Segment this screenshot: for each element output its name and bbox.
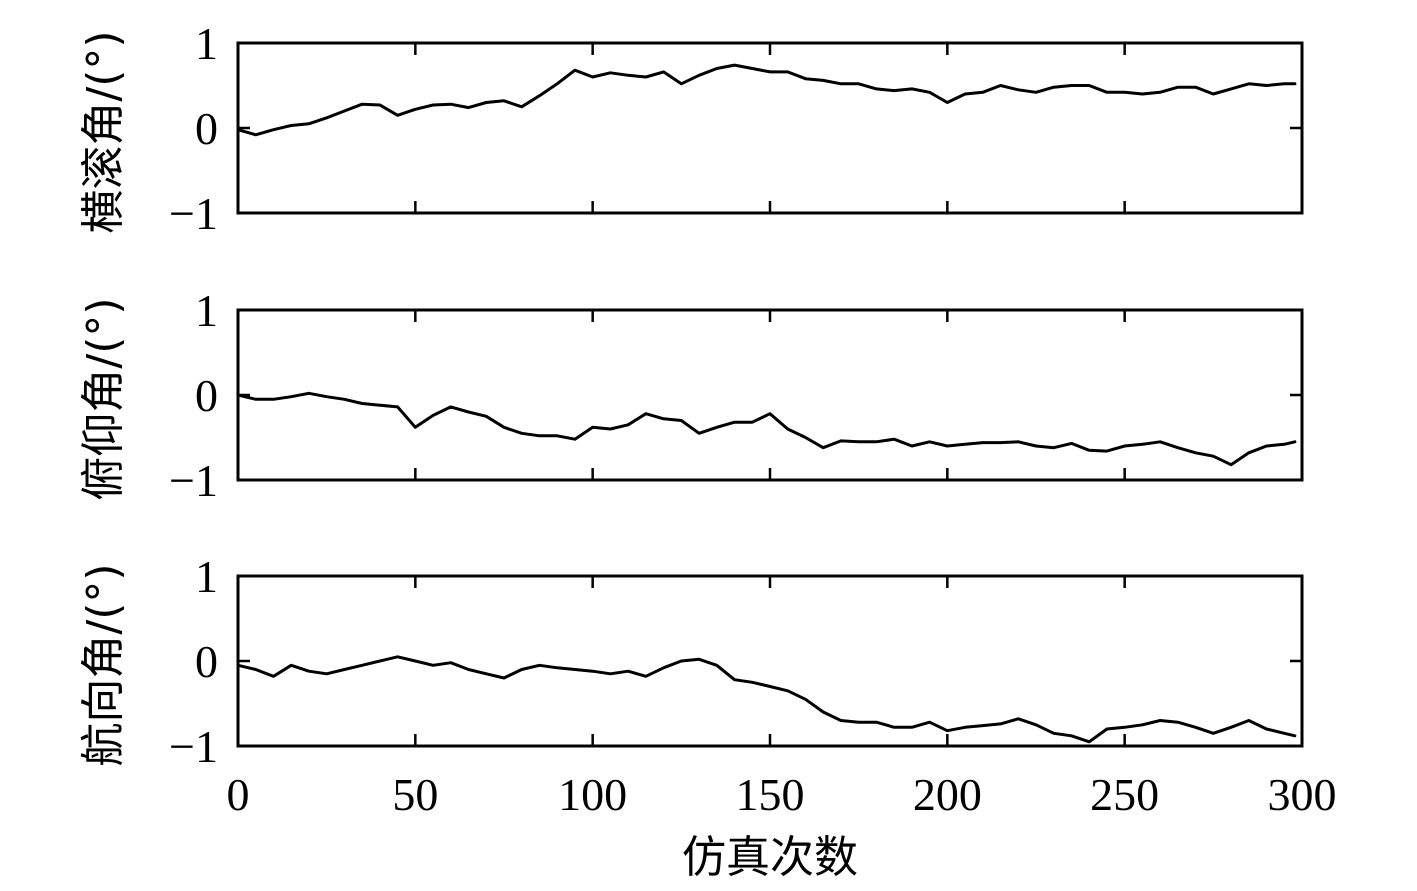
y-axis-label: 横滚角/(°) bbox=[78, 30, 129, 233]
y-tick-label: −1 bbox=[169, 721, 218, 772]
x-tick-label: 50 bbox=[392, 769, 438, 820]
subplot-3: −1 0 1 航向角/(°) bbox=[78, 551, 1304, 772]
y-tick-label: 1 bbox=[195, 285, 218, 336]
x-axis-label: 仿真次数 bbox=[682, 832, 858, 883]
y-tick-label: 0 bbox=[195, 370, 218, 421]
series-line bbox=[236, 391, 1297, 467]
y-tick-label: 1 bbox=[195, 551, 218, 602]
plot-frame bbox=[236, 41, 1304, 215]
subplot-2: −1 0 1 俯仰角/(°) bbox=[78, 285, 1304, 506]
x-tick-label: 100 bbox=[558, 769, 627, 820]
x-tick-label: 250 bbox=[1090, 769, 1159, 820]
x-tick-label: 200 bbox=[913, 769, 982, 820]
series-line bbox=[236, 655, 1297, 744]
y-axis-label: 俯仰角/(°) bbox=[78, 297, 129, 500]
y-tick-label: 0 bbox=[195, 636, 218, 687]
x-tick-label: 0 bbox=[227, 769, 250, 820]
y-tick-label: −1 bbox=[169, 188, 218, 239]
subplot-1: −1 0 1 横滚角/(°) bbox=[78, 18, 1304, 239]
y-tick-label: −1 bbox=[169, 455, 218, 506]
y-tick-label: 1 bbox=[195, 18, 218, 69]
plot-frame bbox=[236, 308, 1304, 482]
x-tick-label: 300 bbox=[1268, 769, 1337, 820]
y-tick-label: 0 bbox=[195, 103, 218, 154]
plot-frame bbox=[236, 574, 1304, 748]
series-line bbox=[236, 63, 1297, 137]
y-axis-label: 航向角/(°) bbox=[78, 563, 129, 766]
x-tick-label: 150 bbox=[736, 769, 805, 820]
